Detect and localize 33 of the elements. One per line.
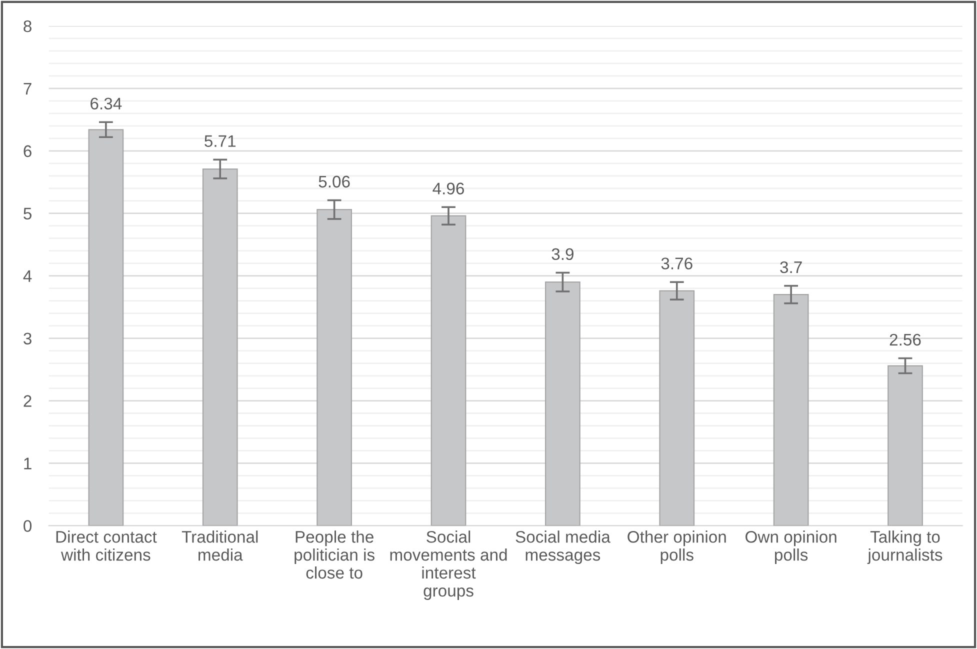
bar bbox=[430, 215, 466, 526]
bar bbox=[202, 168, 238, 526]
x-tick-label: Talking to journalists bbox=[867, 530, 942, 564]
data-label: 5.71 bbox=[204, 135, 236, 147]
data-label: 3.76 bbox=[661, 258, 692, 270]
bar bbox=[773, 294, 809, 526]
data-label: 2.56 bbox=[890, 334, 921, 346]
y-tick-label: 5 bbox=[24, 208, 32, 220]
bar bbox=[659, 290, 695, 526]
x-tick-label: People the politician is close to bbox=[294, 530, 374, 579]
bar bbox=[88, 129, 124, 526]
data-label: 6.34 bbox=[90, 98, 122, 110]
data-label: 3.9 bbox=[552, 248, 574, 260]
y-tick-label: 7 bbox=[24, 83, 32, 94]
y-tick-label: 3 bbox=[24, 332, 32, 344]
data-label: 3.7 bbox=[780, 261, 802, 274]
x-tick-label: Own opinion polls bbox=[746, 530, 836, 564]
x-tick-label: Social media messages bbox=[516, 530, 610, 564]
y-tick-label: 8 bbox=[24, 20, 32, 32]
y-tick-label: 6 bbox=[24, 145, 32, 158]
bar bbox=[316, 209, 352, 526]
x-tick-label: Traditional media bbox=[182, 530, 258, 561]
x-tick-label: Social movements and interest groups bbox=[390, 530, 507, 600]
y-tick-label: 4 bbox=[23, 270, 32, 282]
y-tick-label: 1 bbox=[24, 458, 32, 470]
x-tick-label: Direct contact with citizens bbox=[56, 530, 157, 561]
bar bbox=[888, 365, 923, 526]
y-tick-label: 0 bbox=[24, 520, 32, 532]
x-tick-label: Other opinion polls bbox=[628, 530, 726, 564]
bar bbox=[545, 282, 580, 526]
y-tick-label: 2 bbox=[24, 395, 32, 407]
data-label: 4.96 bbox=[432, 182, 464, 194]
data-label: 5.06 bbox=[318, 176, 350, 188]
